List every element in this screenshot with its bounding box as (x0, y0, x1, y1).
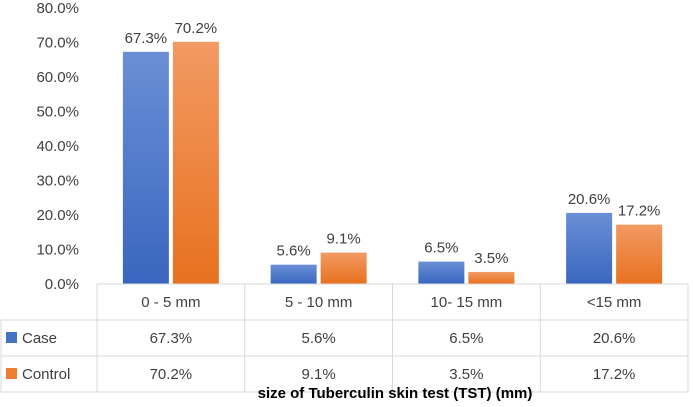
data-label-control: 3.5% (474, 250, 508, 267)
data-label-case: 67.3% (125, 30, 168, 47)
y-axis: 0.0% 10.0% 20.0% 30.0% 40.0% 50.0% 60.0% 70.0% 8… (36, 0, 79, 293)
table-cell: 3.5% (449, 366, 483, 383)
y-tick-label: 60.0% (36, 69, 79, 86)
x-category-label: 0 - 5 mm (141, 294, 200, 311)
table-cell: 6.5% (449, 330, 483, 347)
bar-case-0 (122, 51, 169, 284)
legend-swatch-control (6, 368, 17, 379)
plot-area (122, 41, 663, 285)
table-cell: 17.2% (593, 366, 636, 383)
table-cell: 70.2% (150, 366, 193, 383)
bar-control-1 (320, 252, 367, 284)
bar-case-1 (270, 264, 317, 284)
data-label-control: 9.1% (327, 231, 361, 248)
y-tick-label: 80.0% (36, 0, 79, 17)
x-category-label: 10- 15 mm (431, 294, 503, 311)
legend-label-case: Case (22, 330, 57, 347)
bar-control-3 (616, 224, 663, 284)
y-tick-label: 30.0% (36, 173, 79, 190)
data-label-control: 17.2% (618, 203, 661, 220)
table-cell: 20.6% (593, 330, 636, 347)
y-tick-label: 20.0% (36, 207, 79, 224)
y-tick-label: 70.0% (36, 35, 79, 52)
data-labels: 67.3% 70.2% 5.6% 9.1% 6.5% 3.5% 20.6% 17.2% (125, 20, 661, 267)
data-label-case: 6.5% (424, 240, 458, 257)
table-cell: 9.1% (302, 366, 336, 383)
table-cell: 67.3% (150, 330, 193, 347)
x-category-label: <15 mm (587, 294, 642, 311)
bar-case-2 (418, 261, 465, 284)
table-cell: 5.6% (302, 330, 336, 347)
data-label-control: 70.2% (175, 20, 218, 37)
y-tick-label: 10.0% (36, 242, 79, 259)
legend-label-control: Control (22, 366, 70, 383)
y-tick-label: 50.0% (36, 104, 79, 121)
x-category-label: 5 - 10 mm (285, 294, 353, 311)
data-label-case: 20.6% (568, 191, 611, 208)
bar-case-3 (566, 212, 613, 284)
y-tick-label: 0.0% (45, 276, 79, 293)
x-axis-title: size of Tuberculin skin test (TST) (mm) (258, 385, 533, 402)
data-label-case: 5.6% (277, 243, 311, 260)
bar-control-2 (468, 271, 515, 284)
legend-swatch-case (6, 332, 17, 343)
data-table: 0 - 5 mm 5 - 10 mm 10- 15 mm <15 mm Case 67.3… (0, 283, 689, 393)
bar-control-0 (172, 41, 219, 285)
y-tick-label: 40.0% (36, 138, 79, 155)
